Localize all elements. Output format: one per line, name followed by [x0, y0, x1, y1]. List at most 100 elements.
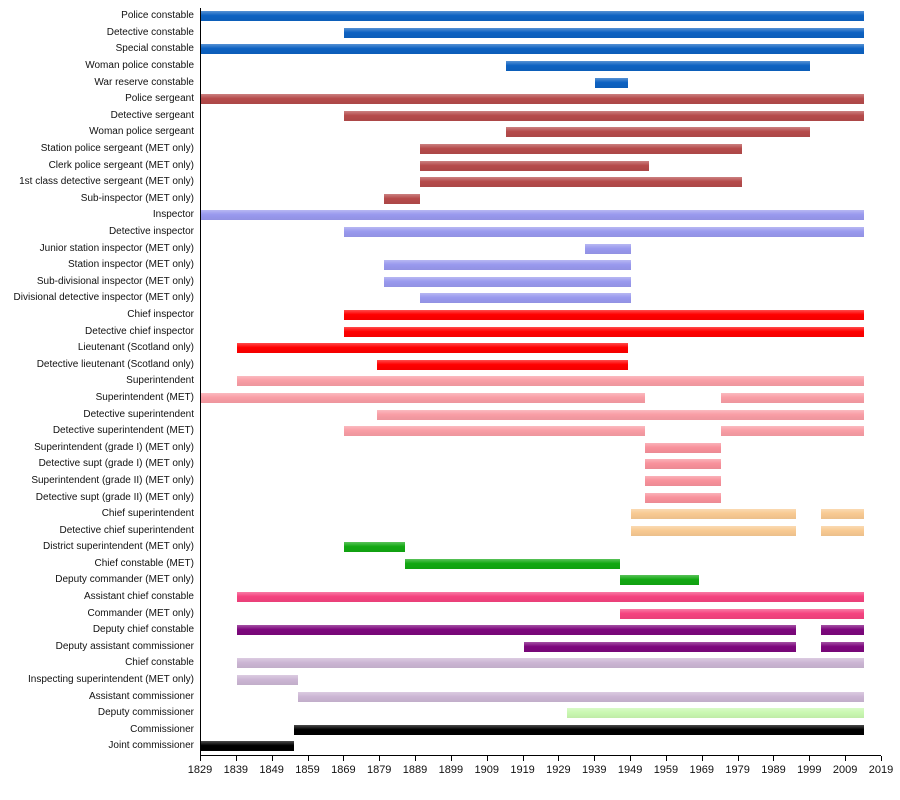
- timeline-bar-segment: [344, 326, 865, 337]
- timeline-bar-segment: [297, 691, 865, 702]
- rank-label: Station inspector (MET only): [68, 259, 194, 271]
- timeline-track: [201, 506, 882, 523]
- rank-label: Chief constable (MET): [94, 557, 194, 569]
- rank-label: Inspector: [152, 209, 194, 221]
- timeline-bar-segment: [595, 77, 628, 88]
- rank-label: War reserve constable: [94, 76, 194, 88]
- rank-label: Chief superintendent: [101, 508, 194, 520]
- timeline-row: Detective superintendent (MET): [0, 423, 882, 440]
- timeline-row: Station inspector (MET only): [0, 257, 882, 274]
- rank-label: Detective supt (grade II) (MET only): [35, 491, 194, 503]
- timeline-bar-segment: [344, 309, 865, 320]
- x-tick: [558, 756, 560, 761]
- timeline-row: Assistant commissioner: [0, 688, 882, 705]
- timeline-track: [201, 522, 882, 539]
- timeline-track: [201, 290, 882, 307]
- timeline-bar-segment: [620, 575, 700, 586]
- timeline-track: [201, 539, 882, 556]
- timeline-bar-segment: [201, 11, 865, 22]
- timeline-bar-segment: [631, 525, 796, 536]
- timeline-track: [201, 423, 882, 440]
- x-tick-label: 1969: [689, 764, 715, 776]
- rank-label: Inspecting superintendent (MET only): [27, 674, 194, 686]
- rank-label: Divisional detective inspector (MET only…: [13, 292, 194, 304]
- timeline-track: [201, 406, 882, 423]
- x-tick: [737, 756, 739, 761]
- timeline-row: Superintendent (grade II) (MET only): [0, 473, 882, 490]
- timeline-bar-segment: [201, 44, 865, 55]
- timeline-track: [201, 141, 882, 158]
- timeline-bar-segment: [419, 177, 743, 188]
- timeline-bar-segment: [383, 260, 632, 271]
- rank-label: Detective supt (grade I) (MET only): [38, 458, 194, 470]
- timeline-track: [201, 473, 882, 490]
- timeline-track: [201, 191, 882, 208]
- timeline-row: Detective constable: [0, 25, 882, 42]
- timeline-track: [201, 705, 882, 722]
- timeline-bar-segment: [383, 276, 632, 287]
- x-tick-label: 1979: [725, 764, 750, 776]
- x-tick-label: 1929: [546, 764, 571, 776]
- x-axis: 1829 1839 1849 1859 1869 1879 1889 1899 1909 1919…: [188, 755, 893, 795]
- timeline-row: Commander (MET only): [0, 605, 882, 622]
- x-tick-label: 1989: [761, 764, 786, 776]
- rank-label: Police sergeant: [125, 93, 194, 105]
- x-tick-label: 2019: [868, 764, 894, 776]
- timeline-row: 1st class detective sergeant (MET only): [0, 174, 882, 191]
- rank-label: Lieutenant (Scotland only): [77, 342, 194, 354]
- timeline-track: [201, 58, 882, 75]
- timeline-track: [201, 439, 882, 456]
- x-tick: [343, 756, 345, 761]
- timeline-bar-segment: [405, 558, 621, 569]
- x-tick: [486, 756, 488, 761]
- x-tick: [200, 756, 201, 761]
- timeline-bar-segment: [645, 459, 721, 470]
- rank-label: Special constable: [115, 43, 194, 55]
- timeline-row: Chief superintendent: [0, 506, 882, 523]
- timeline-track: [201, 605, 882, 622]
- timeline-bar-segment: [344, 110, 865, 121]
- rank-label: Detective inspector: [108, 226, 194, 238]
- rank-label: Commander (MET only): [87, 607, 194, 619]
- timeline-row: Police sergeant: [0, 91, 882, 108]
- timeline-bar-segment: [201, 94, 865, 105]
- rank-label: Detective chief inspector: [85, 325, 194, 337]
- rank-label: Commissioner: [130, 723, 194, 735]
- timeline-row: Chief inspector: [0, 307, 882, 324]
- timeline-track: [201, 556, 882, 573]
- timeline-track: [201, 8, 882, 25]
- x-tick-label: 2009: [832, 764, 858, 776]
- timeline-track: [201, 655, 882, 672]
- rank-label: Assistant chief constable: [83, 591, 194, 603]
- x-tick: [307, 756, 309, 761]
- x-tick: [415, 756, 417, 761]
- timeline-track: [201, 108, 882, 125]
- timeline-bar-segment: [376, 409, 865, 420]
- timeline-row: Sub-divisional inspector (MET only): [0, 274, 882, 291]
- timeline-row: Detective inspector: [0, 224, 882, 241]
- x-tick: [594, 756, 596, 761]
- timeline-bar-segment: [566, 708, 865, 719]
- timeline-track: [201, 74, 882, 91]
- timeline-track: [201, 672, 882, 689]
- timeline-track: [201, 356, 882, 373]
- timeline-row: Detective supt (grade I) (MET only): [0, 456, 882, 473]
- timeline-track: [201, 307, 882, 324]
- timeline-track: [201, 373, 882, 390]
- rank-label: Deputy commander (MET only): [55, 574, 194, 586]
- x-tick-label: 1949: [617, 764, 643, 776]
- timeline-track: [201, 639, 882, 656]
- timeline-bar-segment: [505, 127, 811, 138]
- timeline-bar-segment: [344, 426, 646, 437]
- timeline-row: Lieutenant (Scotland only): [0, 340, 882, 357]
- x-axis-line: [200, 755, 881, 756]
- timeline-bar-segment: [631, 509, 796, 520]
- timeline-bar-segment: [821, 525, 865, 536]
- timeline-row: Deputy assistant commissioner: [0, 639, 882, 656]
- x-tick: [379, 756, 381, 761]
- timeline-track: [201, 390, 882, 407]
- timeline-bar-segment: [201, 210, 865, 221]
- timeline-bar-segment: [821, 641, 865, 652]
- timeline-bar-segment: [236, 625, 796, 636]
- timeline-bar-segment: [201, 392, 646, 403]
